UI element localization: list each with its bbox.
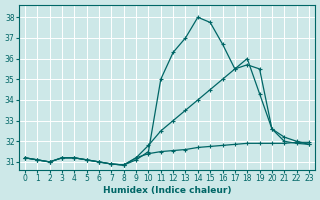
X-axis label: Humidex (Indice chaleur): Humidex (Indice chaleur) [103, 186, 231, 195]
